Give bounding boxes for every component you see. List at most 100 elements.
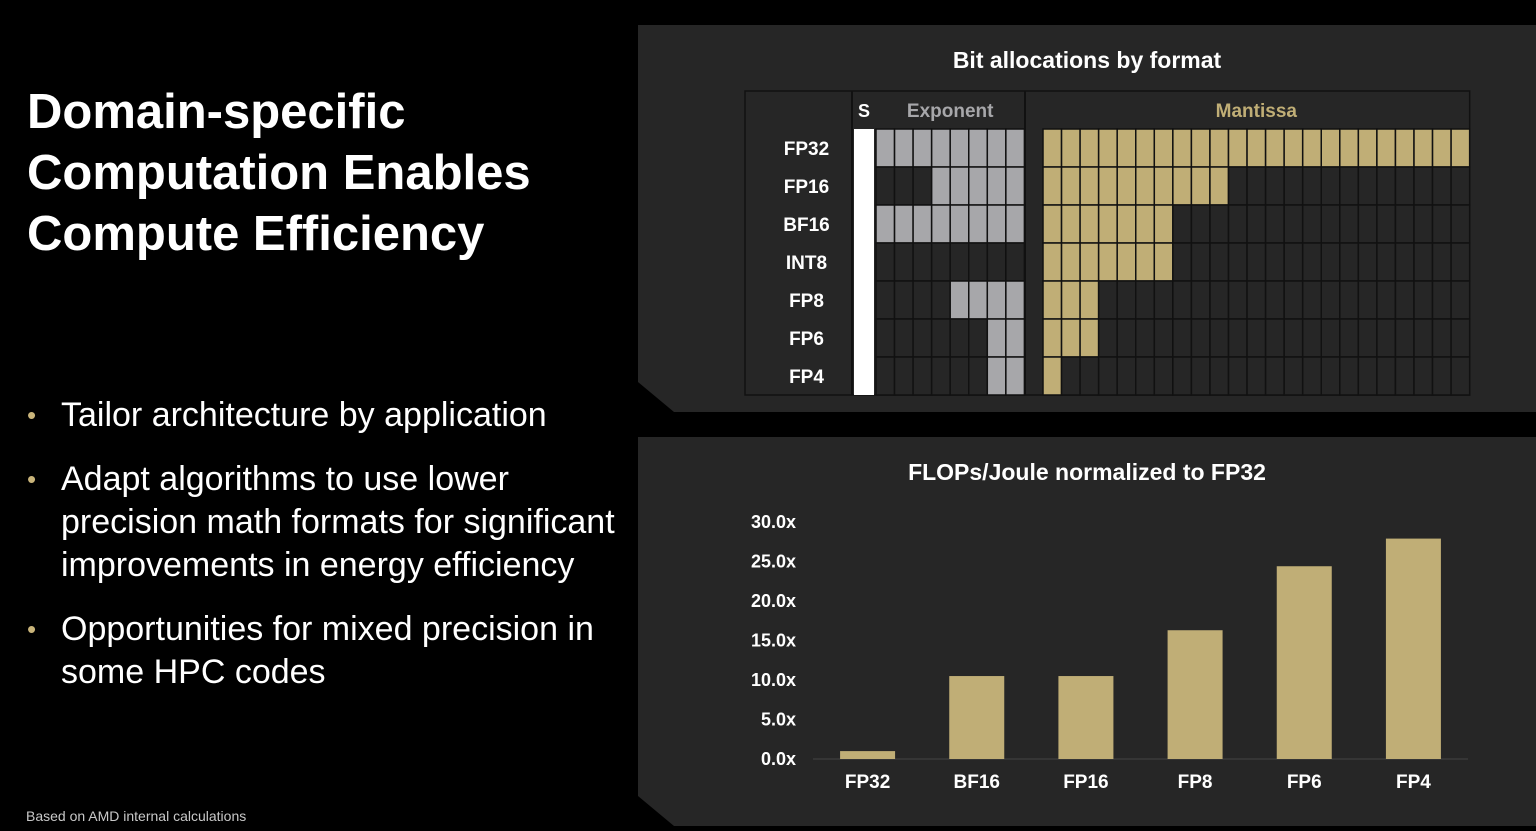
mantissa-bit xyxy=(1080,167,1099,205)
empty-bit xyxy=(1136,319,1155,357)
mantissa-bit xyxy=(1062,167,1081,205)
exponent-bit xyxy=(969,129,988,167)
sign-bit xyxy=(854,205,874,243)
empty-bit xyxy=(1377,281,1396,319)
empty-bit xyxy=(1433,357,1452,395)
mantissa-bit xyxy=(1099,205,1118,243)
empty-bit xyxy=(913,357,932,395)
mantissa-bit xyxy=(1117,167,1136,205)
empty-bit xyxy=(1377,167,1396,205)
format-label: FP6 xyxy=(789,329,824,350)
x-tick-label: FP32 xyxy=(845,772,890,793)
format-label: INT8 xyxy=(786,253,827,274)
empty-bit xyxy=(1433,167,1452,205)
empty-bit xyxy=(1099,281,1118,319)
footnote: Based on AMD internal calculations xyxy=(26,808,247,824)
empty-bit xyxy=(1303,243,1322,281)
mantissa-bit xyxy=(1043,319,1062,357)
empty-bit xyxy=(1191,205,1210,243)
empty-bit xyxy=(913,281,932,319)
empty-bit xyxy=(1229,281,1248,319)
empty-bit xyxy=(1229,357,1248,395)
empty-bit xyxy=(1099,319,1118,357)
format-label: FP8 xyxy=(789,291,824,312)
mantissa-bit xyxy=(1154,205,1173,243)
empty-bit xyxy=(1395,319,1414,357)
format-label: FP16 xyxy=(784,177,829,198)
exponent-bit xyxy=(876,129,895,167)
empty-bit xyxy=(1210,281,1229,319)
bar xyxy=(1058,676,1113,759)
mantissa-bit xyxy=(1080,205,1099,243)
mantissa-bit xyxy=(1136,205,1155,243)
y-tick-label: 5.0x xyxy=(761,710,796,730)
empty-bit xyxy=(1451,243,1470,281)
mantissa-bit xyxy=(1136,167,1155,205)
mantissa-bit xyxy=(1173,129,1192,167)
empty-bit xyxy=(1414,205,1433,243)
empty-bit xyxy=(1154,319,1173,357)
mantissa-bit xyxy=(1117,129,1136,167)
bullet-dot-icon: • xyxy=(27,464,37,494)
mantissa-bit xyxy=(1043,205,1062,243)
x-tick-label: FP4 xyxy=(1396,772,1431,793)
bar xyxy=(949,676,1004,759)
empty-bit xyxy=(1229,243,1248,281)
empty-bit xyxy=(1303,167,1322,205)
empty-bit xyxy=(1433,281,1452,319)
empty-bit xyxy=(1414,243,1433,281)
header-sign: S xyxy=(858,101,870,121)
empty-bit xyxy=(1210,205,1229,243)
flops-chart-title: FLOPs/Joule normalized to FP32 xyxy=(908,459,1266,485)
mantissa-bit xyxy=(1154,167,1173,205)
sign-bit xyxy=(854,243,874,281)
mantissa-bit xyxy=(1433,129,1452,167)
empty-bit xyxy=(1266,205,1285,243)
empty-bit xyxy=(932,281,951,319)
empty-bit xyxy=(1191,281,1210,319)
mantissa-bit xyxy=(1154,129,1173,167)
empty-bit xyxy=(1266,281,1285,319)
mantissa-bit xyxy=(1062,319,1081,357)
bit-allocation-grid: S Exponent Mantissa FP32 FP16 BF16 INT8 FP8 FP6 F… xyxy=(638,25,1536,412)
sign-bit xyxy=(854,167,874,205)
mantissa-bit xyxy=(1284,129,1303,167)
empty-bit xyxy=(876,243,895,281)
mantissa-bit xyxy=(1080,129,1099,167)
mantissa-bit xyxy=(1043,243,1062,281)
y-tick-label: 10.0x xyxy=(751,670,796,690)
exponent-bit xyxy=(913,129,932,167)
empty-bit xyxy=(1247,205,1266,243)
flops-chart-panel: FLOPs/Joule normalized to FP32 0.0x 5.0x 1… xyxy=(638,437,1536,826)
empty-bit xyxy=(1247,167,1266,205)
mantissa-bit xyxy=(1210,167,1229,205)
empty-bit xyxy=(1433,205,1452,243)
empty-bit xyxy=(1173,205,1192,243)
empty-bit xyxy=(1340,357,1359,395)
exponent-bit xyxy=(987,129,1006,167)
mantissa-bit xyxy=(1043,129,1062,167)
mantissa-bit xyxy=(1395,129,1414,167)
empty-bit xyxy=(969,243,988,281)
empty-bit xyxy=(895,319,914,357)
format-label: FP4 xyxy=(789,367,824,388)
x-tick-label: BF16 xyxy=(954,772,1000,793)
mantissa-bit xyxy=(1154,243,1173,281)
empty-bit xyxy=(1099,357,1118,395)
mantissa-bit xyxy=(1062,129,1081,167)
exponent-bit xyxy=(1006,129,1025,167)
header-exponent: Exponent xyxy=(907,101,994,122)
x-tick-label: FP8 xyxy=(1178,772,1213,793)
empty-bit xyxy=(1358,205,1377,243)
mantissa-bit xyxy=(1043,281,1062,319)
mantissa-bit xyxy=(1062,281,1081,319)
exponent-bit xyxy=(895,129,914,167)
empty-bit xyxy=(1340,281,1359,319)
y-tick-label: 25.0x xyxy=(751,552,796,572)
empty-bit xyxy=(1451,319,1470,357)
empty-bit xyxy=(1377,205,1396,243)
empty-bit xyxy=(1284,319,1303,357)
empty-bit xyxy=(1340,243,1359,281)
bullet-list: • Tailor architecture by application • Ada… xyxy=(27,394,617,715)
empty-bit xyxy=(1321,205,1340,243)
